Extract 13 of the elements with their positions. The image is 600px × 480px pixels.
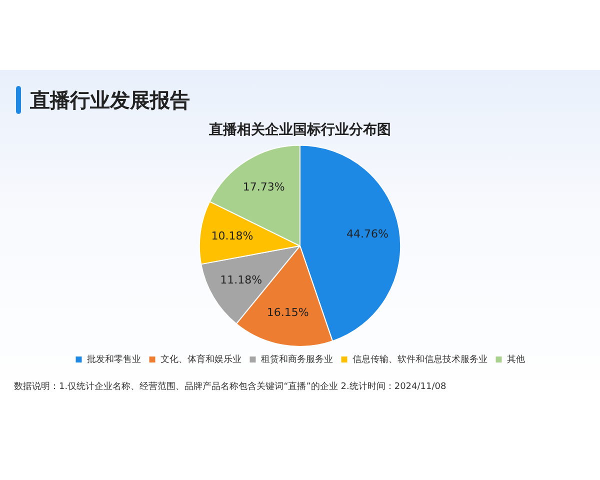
legend-label: 批发和零售业	[86, 354, 141, 365]
data-label: 17.73%	[242, 180, 285, 194]
data-label: 44.76%	[346, 228, 388, 241]
chart-title: 直播行业发展报告	[30, 87, 190, 114]
legend-label: 其他	[506, 354, 525, 365]
legend-label: 租赁和商务服务业	[260, 354, 333, 365]
data-label: 10.18%	[211, 229, 254, 242]
text: 数据说明：1.仅统计企业名称、经营范围、品牌产品名称包含关键词“直播”的企业 2.统计时间：2024/11/08	[14, 380, 446, 393]
legend-label: 信息传输、软件和信息技术服务业	[352, 354, 488, 365]
data-label: 11.18%	[220, 274, 262, 287]
data-label: 16.15%	[266, 306, 309, 320]
legend-label: 文化、体育和娱乐业	[160, 354, 242, 365]
chart-subtitle: 直播相关企业国标行业分布图	[208, 121, 391, 138]
